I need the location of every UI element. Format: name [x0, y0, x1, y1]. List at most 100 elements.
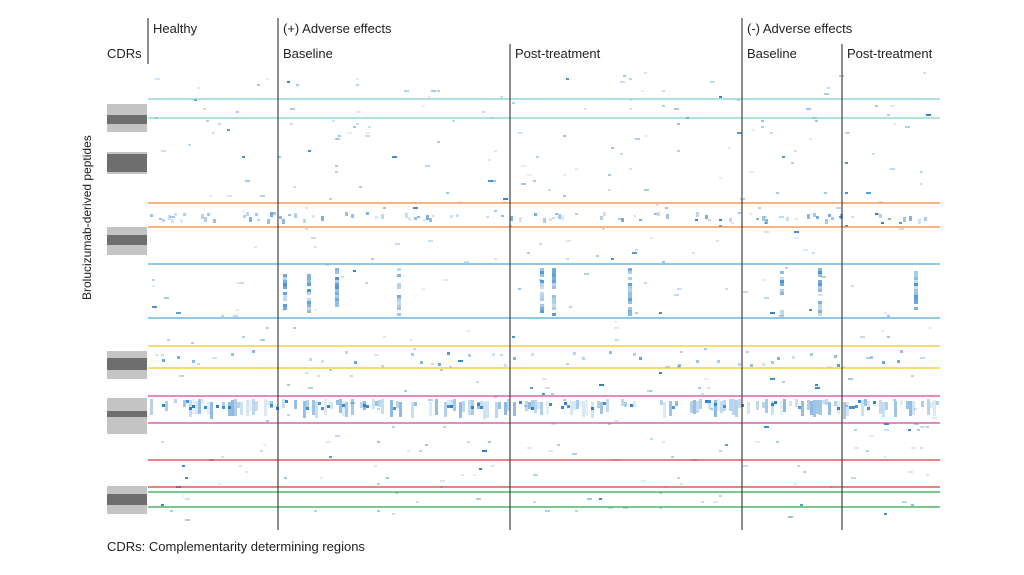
heat-cell	[161, 441, 164, 443]
heat-cell	[770, 132, 773, 134]
heat-cell	[662, 90, 665, 92]
heat-cell	[552, 274, 556, 277]
heat-cell	[770, 312, 775, 314]
heat-cell	[397, 268, 401, 271]
heat-cell	[780, 313, 784, 316]
heat-cell	[873, 401, 876, 404]
heat-cell	[365, 282, 368, 284]
heat-cell	[602, 228, 605, 230]
heat-cell	[630, 404, 633, 407]
heat-cell	[719, 450, 722, 452]
heat-cell	[446, 192, 449, 194]
heat-cell	[692, 252, 695, 254]
heat-cell	[569, 306, 572, 308]
heat-cell	[228, 406, 231, 409]
heat-cell	[851, 477, 856, 479]
heat-cell	[708, 219, 711, 221]
heat-cell	[283, 295, 287, 298]
heat-cell	[749, 171, 754, 173]
heat-cell	[909, 401, 912, 416]
heat-cell	[456, 214, 459, 217]
heat-cell	[303, 219, 306, 223]
heat-cell	[185, 477, 188, 479]
heat-cell	[356, 78, 359, 80]
heat-cell	[447, 352, 450, 355]
heat-cell	[818, 271, 822, 274]
heat-cell	[314, 510, 317, 512]
heat-cell	[335, 138, 340, 140]
heat-cell	[347, 132, 352, 134]
heat-cell	[161, 150, 166, 152]
heat-cell	[815, 120, 818, 122]
heat-cell	[582, 357, 585, 360]
heat-cell	[307, 310, 311, 313]
heat-cell	[585, 400, 588, 416]
heat-cell	[246, 400, 249, 416]
heat-cell	[872, 153, 875, 155]
heat-cell	[408, 217, 411, 221]
heat-cell	[914, 286, 918, 289]
heat-cell	[540, 274, 544, 277]
heat-cell	[335, 435, 340, 437]
heat-cell	[782, 381, 785, 383]
heat-cell	[188, 144, 191, 146]
heat-cell	[695, 219, 698, 221]
heat-cell	[242, 336, 245, 338]
heat-cell	[377, 483, 380, 485]
heat-cell	[890, 168, 895, 170]
heat-cell	[423, 219, 426, 221]
heat-cell	[213, 219, 216, 223]
heat-cell	[701, 393, 704, 395]
heat-cell	[519, 217, 522, 222]
heat-cell	[705, 215, 708, 219]
heat-cell	[810, 401, 813, 415]
heat-cell	[764, 231, 769, 233]
heat-cell	[317, 375, 320, 377]
heat-cell	[239, 465, 242, 467]
heat-cell	[513, 402, 516, 416]
heat-cell	[165, 401, 168, 411]
heat-cell	[329, 456, 332, 458]
heat-cell	[920, 426, 925, 428]
heat-cell	[764, 426, 769, 428]
heat-cell	[164, 297, 169, 299]
heat-cell	[392, 156, 397, 158]
heat-cell	[420, 361, 423, 364]
heat-cell	[628, 313, 632, 316]
heat-cell	[845, 225, 848, 227]
heat-cell	[543, 218, 546, 223]
heat-cell	[860, 336, 865, 338]
heat-cell	[600, 402, 603, 414]
heat-cell	[350, 402, 355, 404]
heat-cell	[818, 286, 822, 289]
heat-cell	[303, 401, 306, 418]
heat-cell	[432, 215, 435, 217]
heat-cell	[738, 212, 741, 214]
heat-cell	[255, 401, 258, 411]
heat-cell	[425, 165, 430, 167]
heat-cell	[893, 399, 896, 401]
subgroup-label-pos-baseline: Baseline	[283, 46, 333, 61]
heat-cell	[735, 400, 738, 417]
heat-cell	[428, 96, 431, 98]
heat-cell	[365, 135, 370, 137]
heat-cell	[335, 286, 339, 289]
heat-cell	[201, 399, 204, 404]
heat-cell	[452, 120, 455, 122]
heat-cell	[524, 405, 527, 407]
heat-cell	[731, 222, 734, 224]
heat-cell	[450, 400, 453, 407]
heat-cell	[749, 213, 752, 215]
heat-cell	[920, 171, 923, 173]
heat-cell	[771, 403, 774, 406]
heat-cell	[483, 402, 486, 419]
heat-cell	[443, 279, 448, 281]
heat-cell	[614, 321, 617, 323]
heat-cell	[307, 292, 311, 295]
heat-cell	[431, 363, 434, 365]
heat-cell	[600, 216, 603, 220]
heat-cell	[678, 364, 681, 367]
heat-cell	[422, 288, 425, 290]
heat-cell	[263, 444, 266, 446]
heat-cell	[672, 406, 675, 409]
